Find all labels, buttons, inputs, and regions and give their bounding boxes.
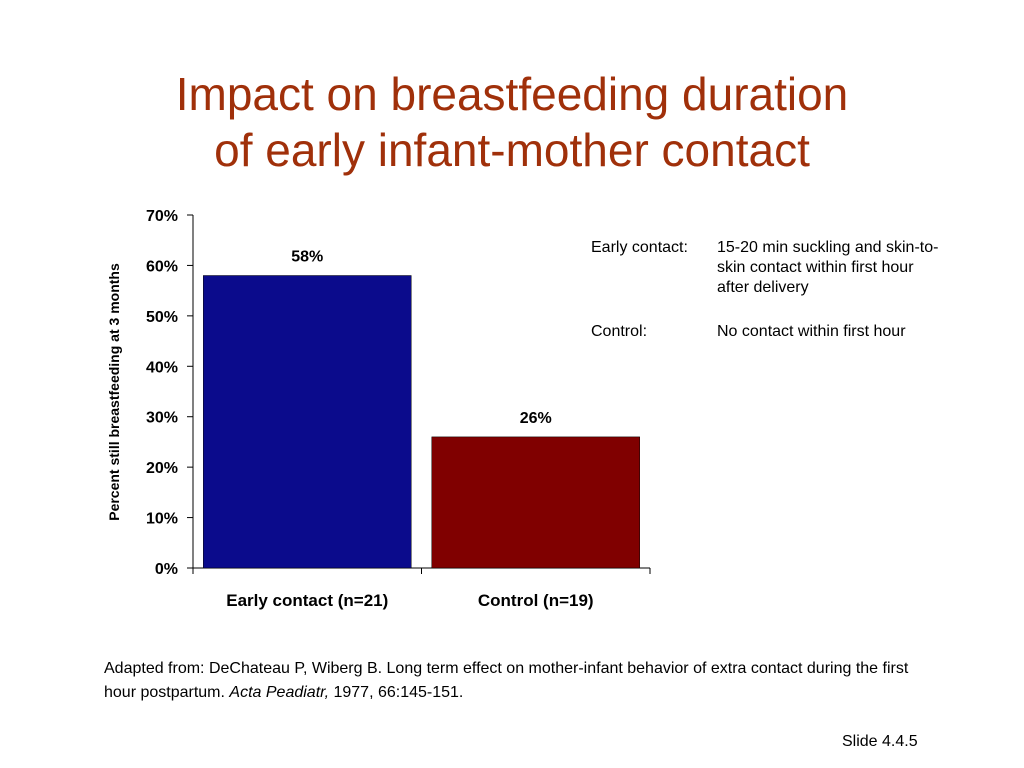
bar	[431, 436, 640, 569]
y-tick-label: 10%	[146, 511, 178, 528]
y-tick-label: 30%	[146, 410, 178, 427]
y-tick-label: 60%	[146, 258, 178, 275]
y-axis-title: Percent still breastfeeding at 3 months	[106, 263, 122, 521]
y-tick-label: 70%	[146, 208, 178, 225]
slide-title-line-1: Impact on breastfeeding duration	[175, 68, 849, 120]
y-tick-label: 20%	[146, 460, 178, 477]
bar	[203, 275, 412, 569]
bar-data-label: 58%	[291, 249, 323, 266]
citation: Adapted from: DeChateau P, Wiberg B. Lon…	[104, 657, 924, 705]
slide-title-line-2: of early infant-mother contact	[214, 124, 810, 176]
slide-title: Impact on breastfeeding duration of earl…	[0, 66, 1024, 178]
citation-main: Adapted from: DeChateau P, Wiberg B. Lon…	[104, 660, 909, 701]
citation-tail: 1977, 66:145-151.	[329, 684, 464, 701]
citation-journal: Acta Peadiatr,	[229, 684, 330, 701]
category-label: Control (n=19)	[478, 591, 594, 610]
bar-data-label: 26%	[520, 410, 552, 427]
y-tick-label: 40%	[146, 359, 178, 376]
category-label: Early contact (n=21)	[226, 591, 388, 610]
note-early-text: 15-20 min suckling and skin-to-skin cont…	[717, 239, 939, 296]
y-tick-label: 0%	[155, 561, 178, 578]
slide-number: Slide 4.4.5	[842, 733, 918, 750]
note-early-label: Early contact:	[591, 239, 688, 256]
note-control-text: No contact within first hour	[717, 323, 906, 340]
note-control-label: Control:	[591, 323, 648, 340]
y-tick-label: 50%	[146, 309, 178, 326]
